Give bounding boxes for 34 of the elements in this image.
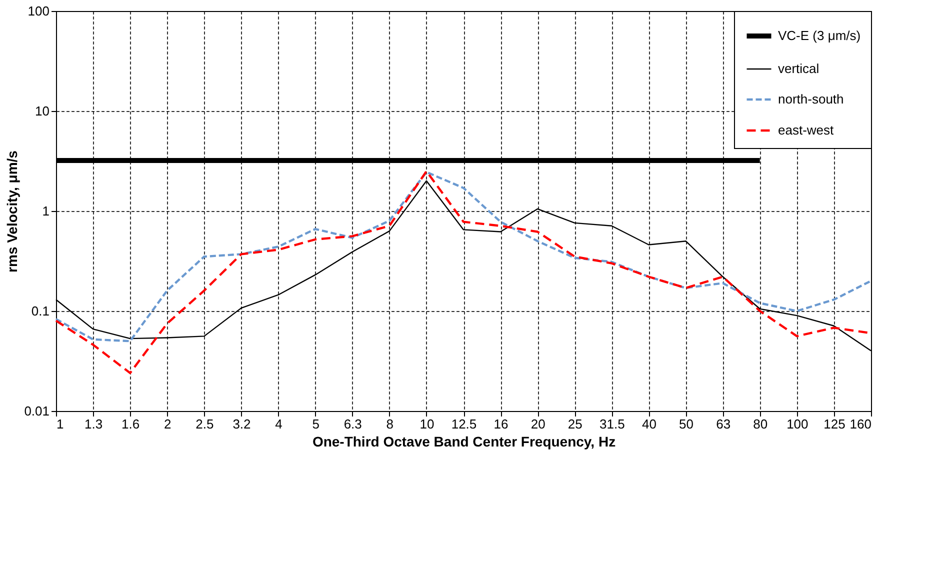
x-tick-label: 100 bbox=[786, 416, 808, 432]
y-tick-label: 0.01 bbox=[24, 404, 50, 418]
x-tick-label: 16 bbox=[494, 416, 508, 432]
x-tick-label: 31.5 bbox=[600, 416, 625, 432]
legend-label: VC-E (3 μm/s) bbox=[778, 28, 861, 43]
x-tick-label: 6.3 bbox=[344, 416, 362, 432]
legend-label: vertical bbox=[778, 61, 820, 76]
x-tick-label: 4 bbox=[275, 416, 282, 432]
x-tick-label: 1.6 bbox=[122, 416, 140, 432]
x-tick-label: 1.3 bbox=[84, 416, 103, 432]
legend-label: east-west bbox=[778, 122, 834, 138]
x-tick-label: 160 bbox=[850, 416, 872, 432]
y-tick-label: 0.1 bbox=[31, 304, 50, 318]
x-tick-label: 20 bbox=[530, 416, 546, 432]
x-tick-label: 3.2 bbox=[232, 416, 251, 432]
x-tick-label: 25 bbox=[568, 416, 582, 432]
x-tick-label: 40 bbox=[642, 416, 656, 432]
legend-label: north-south bbox=[778, 92, 844, 106]
x-tick-label: 2 bbox=[164, 416, 172, 432]
x-tick-label: 10 bbox=[420, 416, 434, 432]
y-tick-label: 100 bbox=[28, 4, 50, 18]
x-tick-label: 125 bbox=[824, 416, 846, 432]
x-tick-label: 63 bbox=[716, 416, 731, 432]
x-tick-label: 8 bbox=[386, 416, 394, 432]
x-tick-label: 2.5 bbox=[196, 416, 214, 432]
x-axis-title: One-Third Octave Band Center Frequency, Hz bbox=[312, 434, 616, 450]
x-tick-label: 50 bbox=[679, 416, 694, 432]
x-tick-label: 80 bbox=[753, 416, 768, 432]
x-tick-label: 5 bbox=[312, 416, 320, 432]
y-tick-label: 10 bbox=[35, 104, 50, 118]
x-tick-label: 1 bbox=[56, 416, 64, 432]
y-axis-title: rms Velocity, μm/s bbox=[4, 150, 20, 272]
y-tick-label: 1 bbox=[42, 204, 50, 218]
x-tick-label: 12.5 bbox=[451, 416, 477, 432]
